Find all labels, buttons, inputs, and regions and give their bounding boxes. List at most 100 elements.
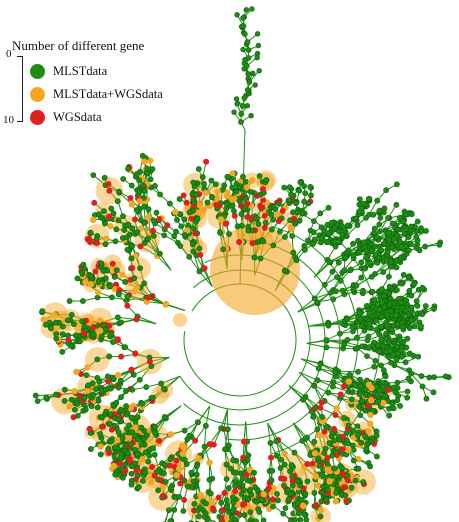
tree-node <box>393 257 400 264</box>
tree-node <box>90 391 96 398</box>
tree-node <box>162 301 170 308</box>
tree-node <box>109 260 116 267</box>
tree-node <box>381 304 388 310</box>
tree-node <box>110 339 116 345</box>
tree-node <box>259 186 266 193</box>
tree-node <box>332 498 339 505</box>
tree-node <box>179 450 187 457</box>
tree-node <box>413 298 420 305</box>
tree-node <box>201 180 207 187</box>
tree-node <box>279 207 286 214</box>
tree-edge <box>155 418 167 436</box>
tree-node <box>239 476 246 482</box>
tree-node <box>224 426 231 433</box>
tree-node <box>301 198 308 205</box>
tree-node <box>411 323 418 329</box>
tree-node <box>213 201 220 208</box>
tree-node <box>301 511 308 518</box>
tree-node <box>372 357 379 364</box>
tree-node <box>101 220 108 227</box>
tree-node <box>314 377 321 384</box>
tree-node <box>339 287 346 294</box>
tree-node <box>311 450 319 457</box>
tree-node <box>141 220 147 226</box>
tree-node <box>292 516 298 522</box>
tree-node <box>229 184 236 191</box>
tree-node <box>240 501 247 508</box>
tree-node <box>201 443 208 450</box>
tree-node <box>117 406 124 413</box>
tree-node <box>273 452 280 459</box>
tree-node <box>247 487 253 493</box>
tree-node <box>173 457 180 464</box>
scale-tick-max <box>17 121 23 122</box>
tree-node <box>94 374 101 381</box>
tree-node <box>311 295 318 302</box>
tree-node <box>297 516 304 522</box>
tree-node <box>358 259 365 266</box>
tree-node <box>233 96 240 102</box>
tree-node <box>280 510 287 517</box>
tree-node <box>374 197 381 204</box>
tree-node <box>80 298 86 304</box>
tree-node <box>126 422 133 429</box>
tree-node <box>122 467 129 474</box>
tree-node <box>95 279 102 286</box>
tree-node <box>408 292 415 299</box>
tree-node <box>208 499 216 507</box>
tree-node <box>406 325 413 331</box>
tree-node <box>153 209 160 216</box>
tree-node <box>404 388 411 395</box>
tree-node <box>59 323 66 330</box>
tree-edge <box>292 422 303 442</box>
tree-node <box>337 391 344 398</box>
tree-node <box>123 403 130 409</box>
tree-node <box>114 337 121 344</box>
tree-node <box>387 348 393 354</box>
tree-node <box>358 323 365 330</box>
tree-node <box>310 413 317 420</box>
tree-node <box>162 461 168 468</box>
tree-edge <box>338 370 359 373</box>
tree-node <box>61 386 68 393</box>
tree-node <box>113 226 120 233</box>
tree-node <box>111 453 118 459</box>
tree-node <box>363 214 369 221</box>
tree-node <box>370 211 377 218</box>
tree-node <box>254 50 261 57</box>
tree-node <box>339 465 346 472</box>
tree-node <box>333 490 340 496</box>
tree-node <box>372 243 379 250</box>
tree-node <box>134 472 141 479</box>
tree-node <box>125 222 131 229</box>
tree-node <box>128 414 135 421</box>
tree-node <box>386 283 393 290</box>
tree-node <box>354 334 360 341</box>
tree-node <box>360 479 367 485</box>
tree-node <box>108 205 115 212</box>
tree-node <box>82 278 89 286</box>
tree-node <box>243 7 250 13</box>
tree-node <box>365 427 372 435</box>
tree-node <box>229 170 236 177</box>
tree-node <box>121 227 128 233</box>
tree-node <box>374 453 380 460</box>
tree-node <box>292 220 299 227</box>
legend-item-mlst: MLSTdata <box>30 60 163 83</box>
tree-node <box>332 243 339 250</box>
tree-node <box>158 380 165 387</box>
tree-node <box>101 208 107 214</box>
tree-node <box>194 507 201 514</box>
tree-node <box>141 158 148 165</box>
tree-node <box>227 465 234 472</box>
tree-node <box>150 217 157 224</box>
tree-node <box>248 112 254 119</box>
tree-edge <box>305 396 321 409</box>
tree-node <box>309 241 316 247</box>
tree-node <box>162 478 169 485</box>
tree-node <box>115 291 122 298</box>
tree-edge <box>245 421 248 442</box>
tree-node <box>394 232 401 239</box>
tree-node <box>394 397 401 404</box>
tree-node <box>333 288 339 295</box>
